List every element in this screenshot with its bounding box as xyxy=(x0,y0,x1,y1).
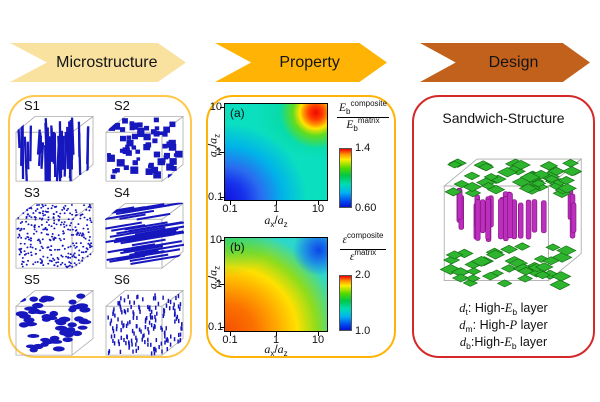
plot-a-tag: (a) xyxy=(230,106,245,120)
colorbar-b-label-numerator: εcomposite xyxy=(340,232,386,250)
property-arrow-label: Property xyxy=(279,53,340,71)
colorbar-a-min: 0.60 xyxy=(355,202,377,214)
legend-top-layer: dt: High-Eb layer xyxy=(459,301,548,317)
plot-b-x-axis-label: ax/az xyxy=(264,342,288,358)
plot-a-xtick-0p1: 0.1 xyxy=(222,203,238,215)
sample-label-s1: S1 xyxy=(24,98,40,113)
colorbar-b-label-denominator: εmatrix xyxy=(349,248,377,264)
microstructure-render-s6 xyxy=(104,289,185,356)
sample-label-s5: S5 xyxy=(24,272,40,287)
microstructure-arrow-label: Microstructure xyxy=(56,53,158,71)
microstructure-render-s4 xyxy=(104,202,185,269)
property-arrow-banner: Property xyxy=(215,43,387,82)
heatmap-b-permittivity: (b) xyxy=(224,237,328,332)
colorbar-a xyxy=(339,148,352,208)
microstructure-arrow-banner: Microstructure xyxy=(10,43,186,82)
design-arrow-label: Design xyxy=(488,53,539,71)
tick-mark xyxy=(220,327,224,328)
tick-mark xyxy=(276,201,277,205)
plot-a-y-axis-label: ay/az xyxy=(205,133,222,158)
tick-mark xyxy=(318,201,319,205)
tick-mark xyxy=(276,332,277,336)
microstructure-panel: S1 S2 S3 S4 S5 S6 xyxy=(8,95,192,358)
colorbar-a-label: Ebcomposite Ebmatrix xyxy=(329,99,397,133)
plot-a-ytick-0p1: 0.1 xyxy=(208,191,224,203)
colorbar-a-max: 1.4 xyxy=(355,142,371,154)
microstructure-render-s5 xyxy=(14,289,95,356)
microstructure-tile-s2: S2 xyxy=(102,98,190,186)
plot-a-xtick-1: 1 xyxy=(272,203,280,215)
plot-b-y-axis-label: ay/az xyxy=(205,265,222,290)
tick-mark xyxy=(220,107,224,108)
colorbar-a-label-numerator: Ebcomposite xyxy=(337,99,389,118)
tick-mark xyxy=(230,201,231,205)
microstructure-render-s3 xyxy=(14,202,95,269)
plot-a-xtick-10: 10 xyxy=(311,203,325,215)
tick-mark xyxy=(220,197,224,198)
plot-a-ytick-1: 1 xyxy=(215,146,222,158)
heatmap-a-breakdown-strength: (a) xyxy=(224,103,328,201)
plot-b-xtick-1: 1 xyxy=(272,334,280,346)
legend-middle-layer: dm: High-P layer xyxy=(459,318,548,334)
microstructure-render-s1 xyxy=(14,115,95,182)
tick-mark xyxy=(220,240,224,241)
colorbar-a-label-denominator: Ebmatrix xyxy=(346,116,380,133)
sample-label-s3: S3 xyxy=(24,185,40,200)
microstructure-tile-s4: S4 xyxy=(102,185,190,273)
colorbar-b-max: 2.0 xyxy=(355,269,371,281)
plot-a-x-axis-label: ax/az xyxy=(264,213,288,229)
design-panel: Sandwich-Structure dt: High-Eb layer dm:… xyxy=(412,95,595,358)
colorbar-b-label: εcomposite εmatrix xyxy=(329,232,397,264)
microstructure-tile-s1: S1 xyxy=(12,98,100,186)
plot-b-ytick-10: 10 xyxy=(209,234,222,246)
sample-label-s6: S6 xyxy=(114,272,130,287)
microstructure-tile-s6: S6 xyxy=(102,272,190,360)
plot-b-xtick-10: 10 xyxy=(311,334,325,346)
design-arrow-banner: Design xyxy=(420,43,590,82)
plot-b-xtick-0p1: 0.1 xyxy=(222,334,238,346)
microstructure-render-s2 xyxy=(104,115,185,182)
microstructure-tile-s3: S3 xyxy=(12,185,100,273)
sample-label-s4: S4 xyxy=(114,185,130,200)
legend-bottom-layer: db:High-Eb layer xyxy=(459,335,548,351)
sample-label-s2: S2 xyxy=(114,98,130,113)
tick-mark xyxy=(230,332,231,336)
plot-b-ytick-0p1: 0.1 xyxy=(208,321,224,333)
design-panel-title: Sandwich-Structure xyxy=(442,110,565,126)
plot-a-ytick-10: 10 xyxy=(209,101,222,113)
microstructure-tile-s5: S5 xyxy=(12,272,100,360)
tick-mark xyxy=(220,284,224,285)
colorbar-b-min: 1.0 xyxy=(355,325,371,337)
plot-b-tag: (b) xyxy=(230,240,245,254)
plot-b-ytick-1: 1 xyxy=(215,278,222,290)
tick-mark xyxy=(318,332,319,336)
property-panel: (a) 10 1 0.1 0.1 1 10 ay/az ax/az Ebcomp… xyxy=(206,95,396,358)
colorbar-b xyxy=(339,275,352,331)
tick-mark xyxy=(220,152,224,153)
sandwich-structure-render xyxy=(439,158,583,291)
